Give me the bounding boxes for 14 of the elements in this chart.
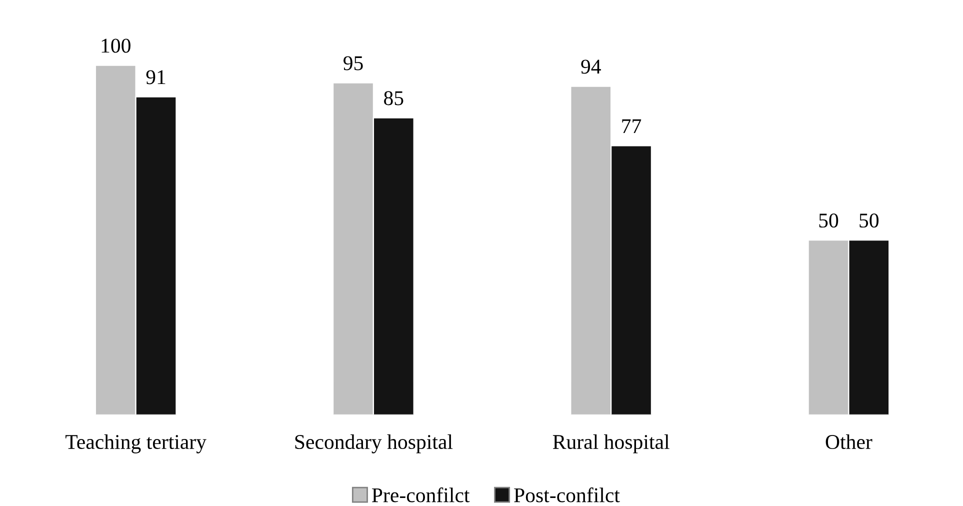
data-label: 95 [344, 56, 363, 70]
x-tick-label: Teaching tertiary [65, 434, 206, 454]
data-label: 77 [622, 119, 642, 133]
legend-label: Post-confilct [514, 487, 620, 502]
data-label: 50 [860, 213, 879, 228]
x-tick-label: Rural hospital [552, 434, 670, 454]
data-label: 85 [384, 91, 404, 106]
data-label: 100 [102, 38, 130, 53]
x-tick-label: Other [826, 434, 872, 450]
data-label: 50 [819, 213, 838, 228]
data-label: 91 [146, 70, 166, 84]
legend-label: Pre-confilct [372, 487, 470, 502]
x-tick-label: Secondary hospital [295, 434, 453, 454]
data-label: 94 [581, 60, 601, 74]
